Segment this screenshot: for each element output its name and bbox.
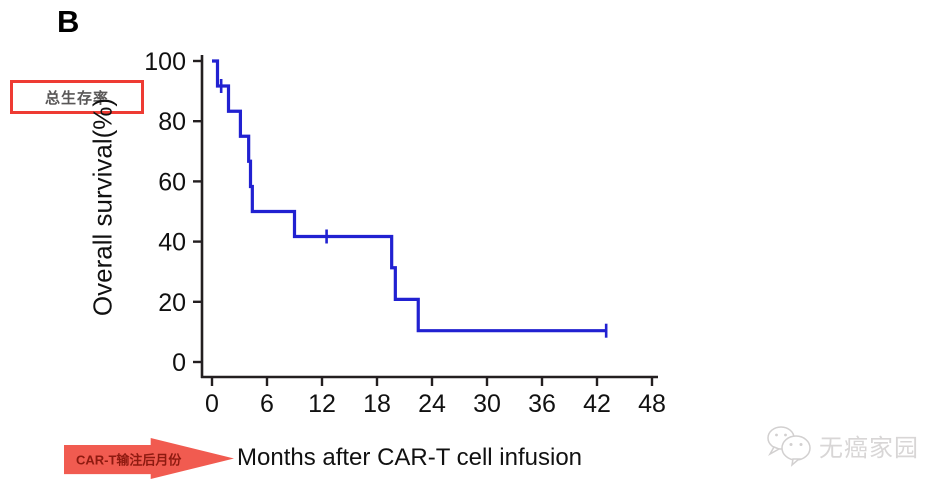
- x-tick-label: 0: [205, 390, 219, 418]
- x-tick-label: 42: [583, 390, 611, 418]
- x-tick-label: 30: [473, 390, 501, 418]
- panel-label: B: [57, 4, 80, 39]
- watermark: 无癌家园: [765, 423, 919, 467]
- km-curve: [212, 59, 607, 333]
- wechat-bubbles-icon: [767, 426, 811, 467]
- x-axis-title: Months after CAR-T cell infusion: [237, 444, 583, 471]
- overall-survival-annotation-text: 总生存率: [44, 89, 109, 107]
- x-tick-label: 18: [363, 390, 391, 418]
- x-tick-label: 36: [528, 390, 556, 418]
- y-tick-label: 40: [158, 229, 186, 257]
- x-tick-label: 48: [638, 390, 666, 418]
- x-tick-label: 24: [418, 390, 446, 418]
- x-tick-label: 12: [308, 390, 336, 418]
- y-tick-label: 60: [158, 168, 186, 196]
- y-tick-label: 0: [172, 349, 186, 377]
- y-tick-label: 20: [158, 289, 186, 317]
- y-tick-label: 100: [144, 48, 186, 76]
- y-tick-label: 80: [158, 108, 186, 136]
- x-tick-label: 6: [260, 390, 274, 418]
- overall-survival-annotation-box: 总生存率: [10, 80, 144, 114]
- watermark-text: 无癌家园: [819, 434, 919, 462]
- arrow-annotation-text: CAR-T输注后月份: [76, 452, 182, 468]
